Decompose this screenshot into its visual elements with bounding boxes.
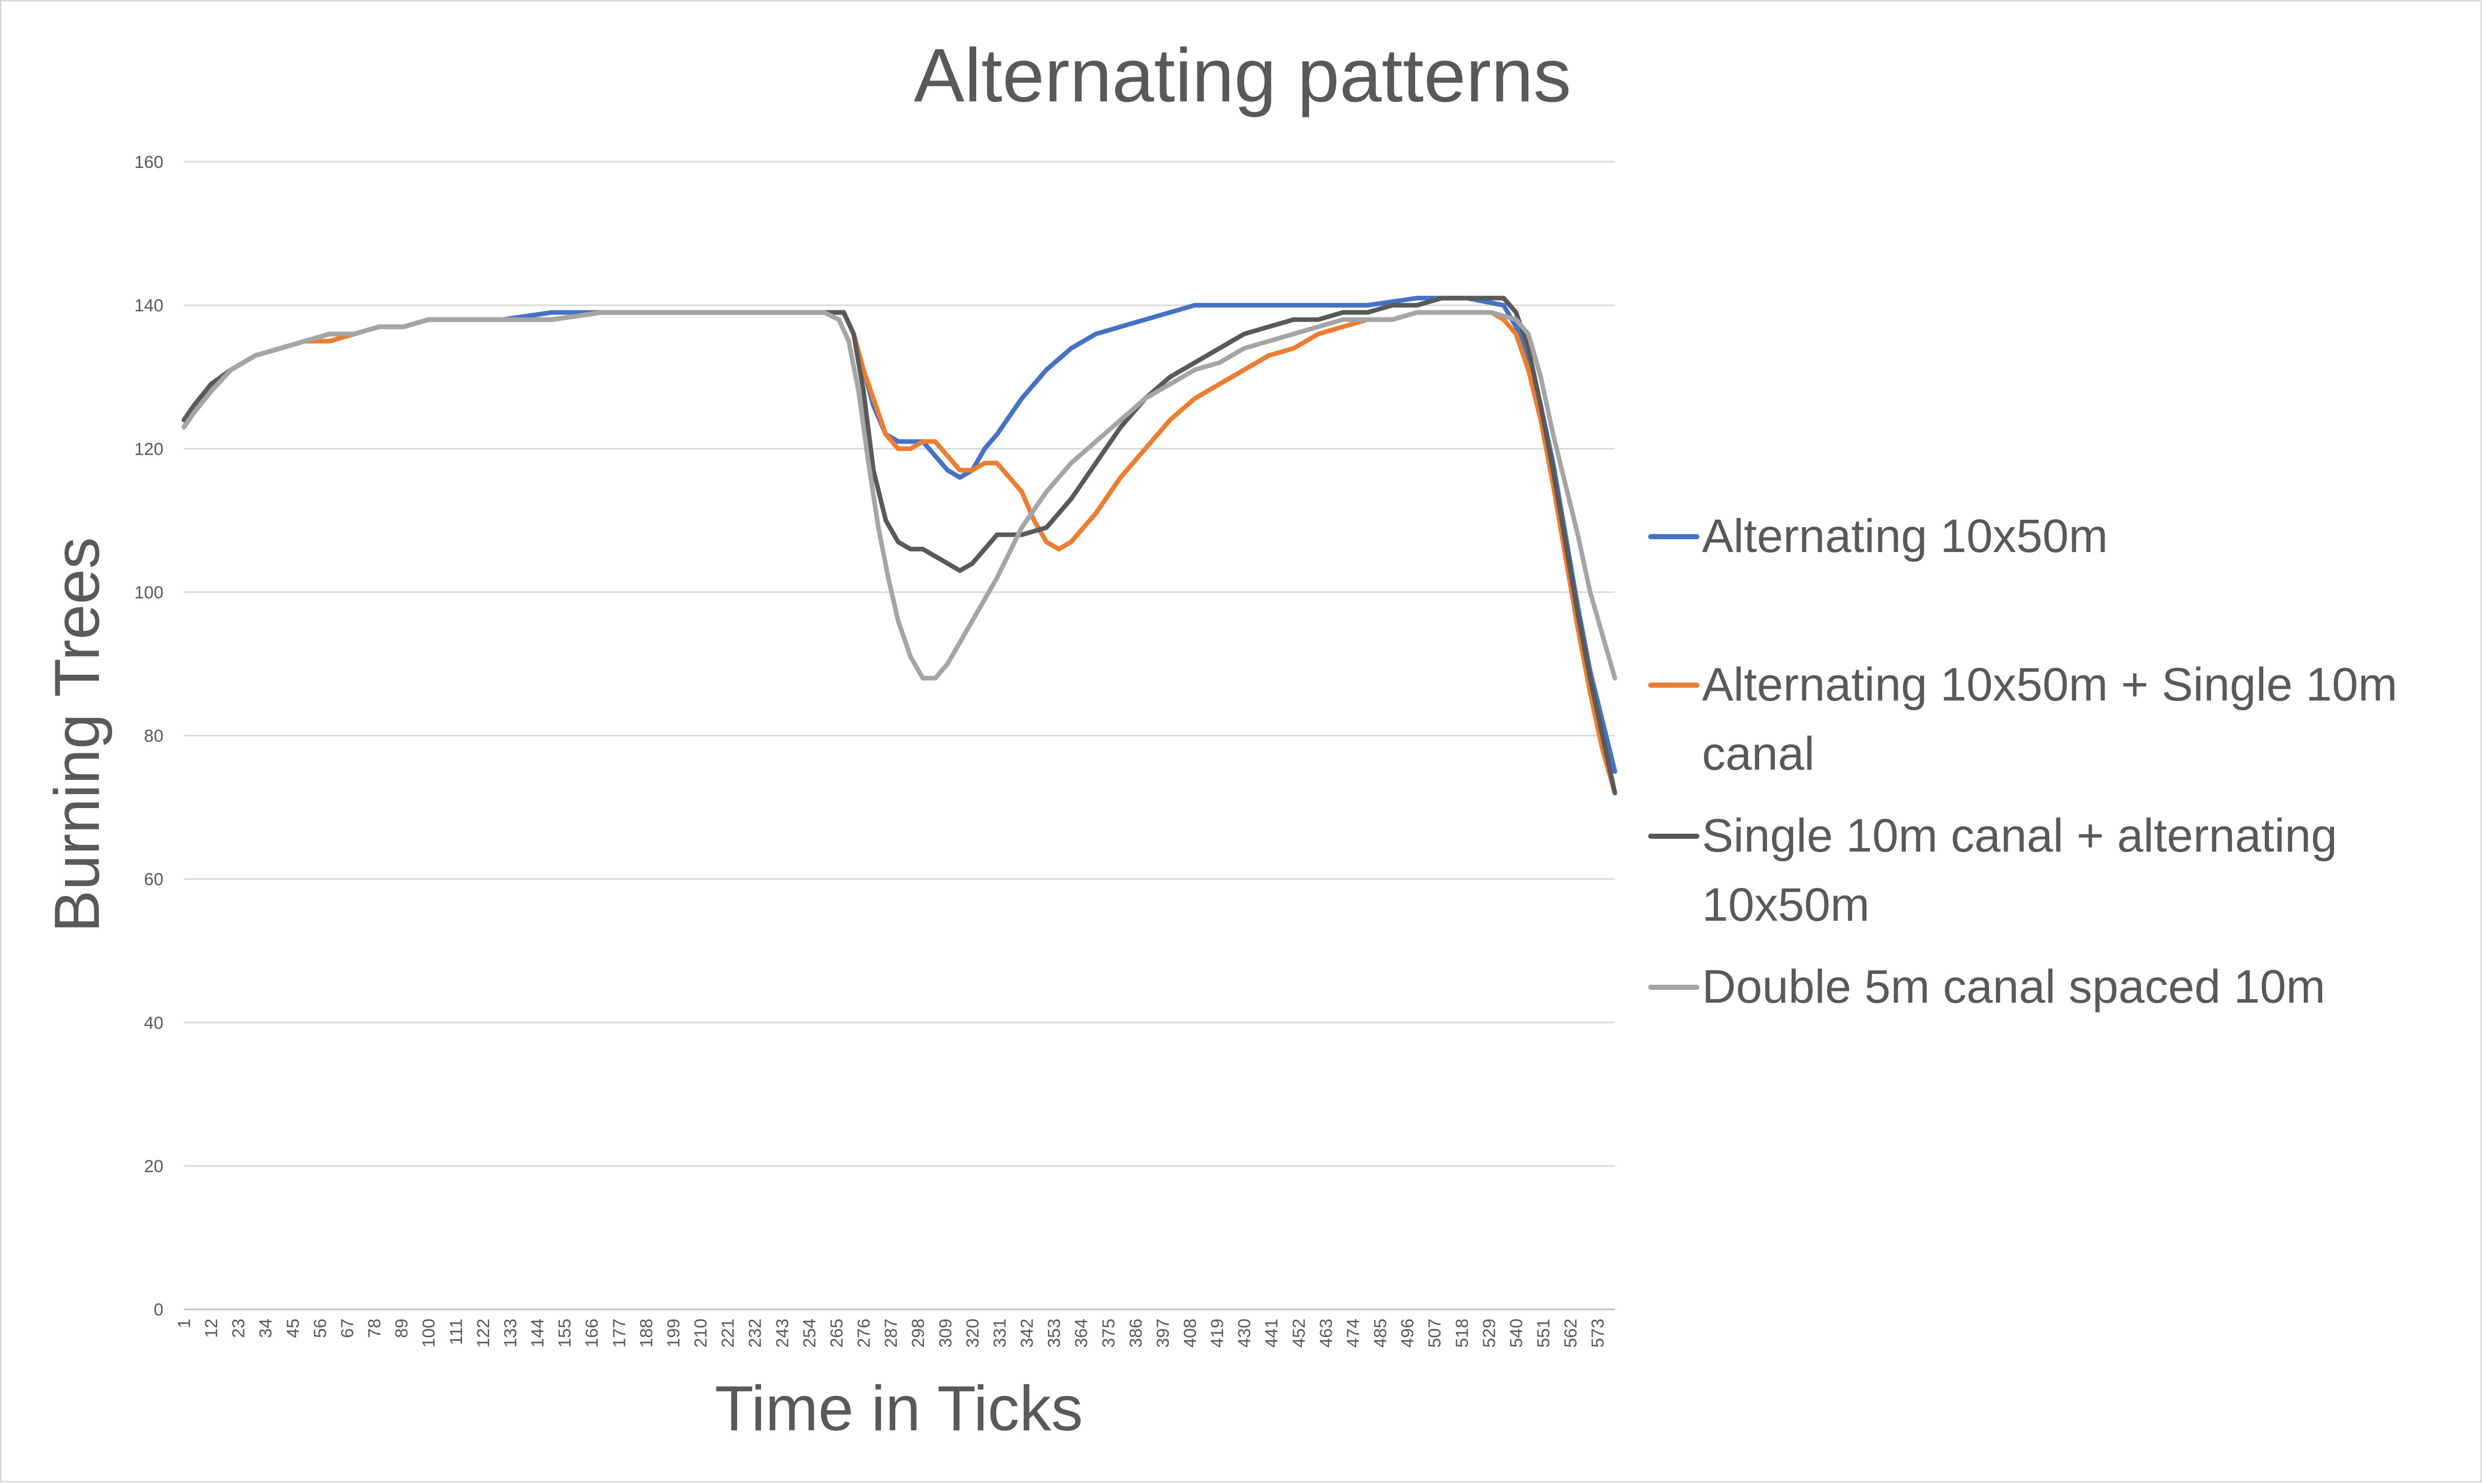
x-tick-label: 474 [1343, 1319, 1363, 1348]
legend-label: Alternating 10x50m [1702, 510, 2108, 562]
x-tick-label: 309 [936, 1319, 955, 1348]
x-tick-label: 353 [1045, 1319, 1064, 1348]
legend-label: 10x50m [1702, 879, 1869, 931]
series-line-3 [181, 295, 1617, 795]
gridlines [184, 161, 1615, 1310]
y-axis-title: Burning Trees [42, 537, 113, 932]
x-tick-label: 518 [1453, 1319, 1472, 1348]
x-tick-label: 496 [1398, 1319, 1418, 1348]
x-tick-label: 298 [909, 1319, 928, 1348]
x-tick-label: 375 [1099, 1319, 1119, 1348]
x-tick-label: 122 [474, 1319, 493, 1348]
x-tick-label: 441 [1262, 1319, 1281, 1348]
series-line-4 [181, 310, 1617, 681]
x-tick-label: 166 [582, 1319, 602, 1348]
legend-item: Alternating 10x50m + Single 10m canal [1648, 659, 2397, 780]
x-tick-label: 573 [1588, 1319, 1608, 1348]
chart-title: Alternating patterns [914, 33, 1571, 118]
legend-item: Double 5m canal spaced 10m [1648, 961, 2325, 1013]
x-tick-label: 419 [1208, 1319, 1227, 1348]
legend-label: Alternating 10x50m + Single 10m [1702, 659, 2397, 711]
x-tick-label: 265 [827, 1319, 847, 1348]
x-tick-label: 243 [773, 1319, 792, 1348]
x-tick-label: 430 [1235, 1319, 1254, 1348]
legend: Alternating 10x50m Alternating 10x50m + S… [1648, 510, 2397, 1013]
x-tick-label: 485 [1371, 1319, 1391, 1348]
x-tick-label: 287 [881, 1319, 901, 1348]
x-axis-ticks: 1 12 23 34 45 56 67 78 89 100 111 122 133 144 155 166 17… [175, 1319, 1608, 1348]
x-tick-label: 1 [175, 1319, 194, 1328]
x-tick-label: 529 [1480, 1319, 1499, 1348]
y-axis-ticks: 0 20 40 60 80 100 120 140 160 [134, 153, 163, 1320]
x-tick-label: 276 [854, 1319, 874, 1348]
x-tick-label: 45 [283, 1319, 303, 1338]
y-tick-label: 100 [134, 583, 163, 602]
x-tick-label: 144 [528, 1319, 548, 1348]
y-tick-label: 80 [144, 727, 163, 746]
y-tick-label: 160 [134, 153, 163, 172]
x-tick-label: 221 [719, 1319, 738, 1348]
x-tick-label: 463 [1316, 1319, 1336, 1348]
x-tick-label: 188 [637, 1319, 656, 1348]
legend-label: Double 5m canal spaced 10m [1702, 961, 2325, 1013]
y-tick-label: 40 [144, 1013, 163, 1033]
x-tick-label: 386 [1126, 1319, 1146, 1348]
y-tick-label: 120 [134, 439, 163, 459]
x-tick-label: 232 [746, 1319, 765, 1348]
x-tick-label: 133 [501, 1319, 520, 1348]
y-tick-label: 20 [144, 1157, 163, 1176]
x-tick-label: 12 [202, 1319, 221, 1338]
legend-item: Single 10m canal + alternating 10x50m [1648, 810, 2337, 931]
x-tick-label: 199 [664, 1319, 683, 1348]
x-tick-label: 452 [1289, 1319, 1309, 1348]
x-axis-title: Time in Ticks [715, 1373, 1083, 1444]
x-tick-label: 364 [1072, 1319, 1091, 1348]
x-tick-label: 342 [1018, 1319, 1037, 1348]
x-tick-label: 210 [691, 1319, 711, 1348]
x-tick-label: 177 [609, 1319, 629, 1348]
x-tick-label: 551 [1534, 1319, 1553, 1348]
y-tick-label: 60 [144, 870, 163, 889]
x-tick-label: 331 [990, 1319, 1009, 1348]
legend-item: Alternating 10x50m [1648, 510, 2108, 562]
x-tick-label: 34 [256, 1319, 276, 1338]
x-tick-label: 507 [1425, 1319, 1445, 1348]
y-tick-label: 0 [154, 1300, 163, 1320]
series-line-2 [181, 310, 1617, 795]
legend-label: canal [1702, 728, 1815, 780]
x-tick-label: 155 [555, 1319, 575, 1348]
x-tick-label: 67 [338, 1319, 357, 1338]
y-tick-label: 140 [134, 296, 163, 315]
x-tick-label: 540 [1507, 1319, 1526, 1348]
x-tick-label: 56 [310, 1319, 330, 1338]
x-tick-label: 78 [365, 1319, 385, 1338]
x-tick-label: 562 [1561, 1319, 1581, 1348]
x-tick-label: 408 [1181, 1319, 1200, 1348]
x-tick-label: 100 [419, 1319, 439, 1348]
x-tick-label: 397 [1153, 1319, 1173, 1348]
x-tick-label: 254 [800, 1319, 819, 1348]
x-tick-label: 89 [392, 1319, 412, 1338]
x-tick-label: 320 [963, 1319, 982, 1348]
series-lines [181, 295, 1617, 795]
legend-label: Single 10m canal + alternating [1702, 810, 2337, 862]
x-tick-label: 23 [229, 1319, 248, 1338]
x-tick-label: 111 [447, 1319, 466, 1345]
series-line-1 [181, 295, 1617, 774]
